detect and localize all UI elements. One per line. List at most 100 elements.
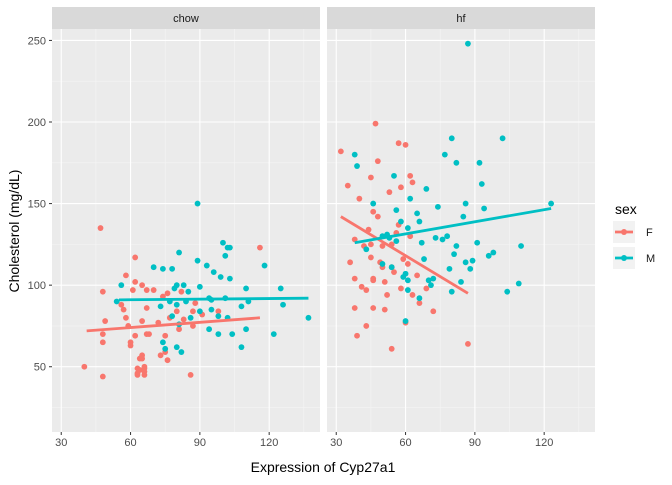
data-point-hf-F bbox=[416, 300, 423, 307]
data-point-hf-M bbox=[402, 318, 409, 324]
data-point-chow-M bbox=[226, 275, 233, 282]
y-tick-label: 150 bbox=[28, 199, 46, 211]
data-point-chow-F bbox=[176, 326, 182, 333]
data-point-chow-F bbox=[134, 371, 141, 378]
panel-hf: hf bbox=[327, 7, 595, 432]
data-point-chow-M bbox=[220, 239, 226, 246]
data-point-chow-M bbox=[162, 345, 169, 352]
fit-line-chow-M bbox=[118, 296, 309, 302]
data-point-hf-F bbox=[398, 285, 404, 292]
data-point-hf-M bbox=[490, 249, 497, 256]
fit-line-hf-F bbox=[340, 215, 469, 295]
data-point-hf-F bbox=[356, 195, 363, 202]
data-point-hf-M bbox=[407, 195, 414, 202]
data-point-hf-M bbox=[430, 275, 437, 282]
data-point-chow-M bbox=[261, 262, 268, 269]
data-point-chow-M bbox=[206, 326, 213, 333]
data-point-hf-F bbox=[370, 277, 377, 284]
x-tick-label-chow: 30 bbox=[55, 437, 67, 449]
x-tick-label-chow: 90 bbox=[194, 437, 206, 449]
data-point-hf-M bbox=[370, 200, 377, 207]
data-point-hf-F bbox=[337, 148, 344, 155]
data-point-chow-M bbox=[280, 301, 286, 308]
data-point-hf-M bbox=[414, 210, 421, 217]
data-point-hf-M bbox=[499, 135, 506, 142]
data-point-chow-F bbox=[118, 301, 125, 308]
data-point-hf-M bbox=[404, 277, 411, 284]
data-point-chow-M bbox=[270, 331, 277, 338]
data-point-chow-F bbox=[143, 305, 150, 311]
data-point-chow-M bbox=[173, 282, 180, 289]
data-point-chow-F bbox=[164, 357, 171, 364]
data-point-hf-F bbox=[395, 140, 402, 147]
data-point-hf-F bbox=[407, 233, 414, 240]
data-point-chow-F bbox=[81, 363, 88, 370]
y-tick-label: 100 bbox=[28, 280, 46, 292]
data-point-chow-F bbox=[132, 278, 139, 285]
data-point-hf-F bbox=[374, 213, 381, 220]
legend-key-point-F bbox=[621, 229, 627, 235]
legend-label-F: F bbox=[646, 227, 653, 239]
data-point-hf-M bbox=[388, 264, 395, 271]
data-point-hf-M bbox=[421, 256, 427, 262]
data-point-hf-F bbox=[344, 182, 351, 189]
data-point-chow-F bbox=[164, 290, 171, 297]
panel-chow: chow bbox=[52, 7, 320, 432]
data-point-hf-F bbox=[409, 179, 416, 186]
data-point-chow-F bbox=[173, 308, 180, 315]
data-point-hf-F bbox=[398, 184, 404, 191]
data-point-chow-F bbox=[150, 287, 157, 293]
data-point-hf-F bbox=[370, 305, 377, 311]
data-point-hf-F bbox=[367, 174, 374, 181]
data-point-hf-M bbox=[439, 236, 446, 243]
strip-hf bbox=[327, 7, 595, 29]
strip-chow bbox=[52, 7, 320, 29]
data-point-chow-F bbox=[127, 342, 134, 349]
data-point-chow-M bbox=[185, 288, 192, 295]
data-point-hf-F bbox=[379, 243, 386, 249]
data-point-chow-M bbox=[178, 349, 185, 355]
x-tick-label-hf: 120 bbox=[535, 437, 553, 449]
data-point-chow-M bbox=[194, 200, 201, 207]
legend: sex FM bbox=[613, 201, 655, 269]
data-point-hf-M bbox=[423, 185, 430, 192]
data-point-chow-M bbox=[118, 282, 125, 289]
data-point-chow-M bbox=[215, 331, 222, 338]
x-tick-label-hf: 90 bbox=[469, 437, 481, 449]
data-point-hf-M bbox=[458, 278, 464, 285]
data-point-hf-F bbox=[400, 256, 407, 262]
strip-label-hf: hf bbox=[456, 13, 466, 25]
data-point-hf-M bbox=[481, 205, 488, 212]
data-point-chow-F bbox=[132, 332, 139, 339]
data-point-chow-F bbox=[190, 323, 196, 329]
data-point-hf-M bbox=[476, 159, 483, 166]
data-point-hf-F bbox=[372, 120, 379, 127]
data-point-hf-M bbox=[462, 259, 469, 266]
data-point-hf-M bbox=[446, 265, 453, 272]
data-point-chow-M bbox=[238, 303, 245, 310]
data-point-hf-F bbox=[354, 332, 360, 339]
data-point-hf-M bbox=[469, 257, 476, 264]
x-tick-label-chow: 120 bbox=[260, 437, 278, 449]
data-point-chow-F bbox=[123, 272, 129, 279]
data-point-chow-M bbox=[176, 249, 182, 256]
data-point-chow-F bbox=[99, 288, 106, 295]
data-point-hf-M bbox=[416, 218, 423, 225]
data-point-hf-M bbox=[416, 295, 423, 302]
data-point-chow-F bbox=[215, 308, 222, 315]
y-tick-label: 200 bbox=[28, 117, 46, 129]
data-point-chow-F bbox=[99, 339, 106, 346]
data-point-chow-M bbox=[157, 303, 164, 310]
data-point-hf-M bbox=[425, 277, 432, 284]
data-point-chow-F bbox=[180, 316, 187, 323]
data-point-chow-M bbox=[305, 314, 312, 321]
data-point-hf-M bbox=[393, 238, 400, 245]
data-point-hf-M bbox=[402, 270, 409, 277]
data-point-chow-F bbox=[102, 318, 109, 324]
data-point-hf-M bbox=[398, 218, 404, 225]
data-point-chow-M bbox=[217, 274, 224, 280]
data-point-chow-M bbox=[169, 313, 176, 320]
data-point-chow-F bbox=[120, 306, 127, 313]
data-point-chow-F bbox=[139, 318, 146, 324]
